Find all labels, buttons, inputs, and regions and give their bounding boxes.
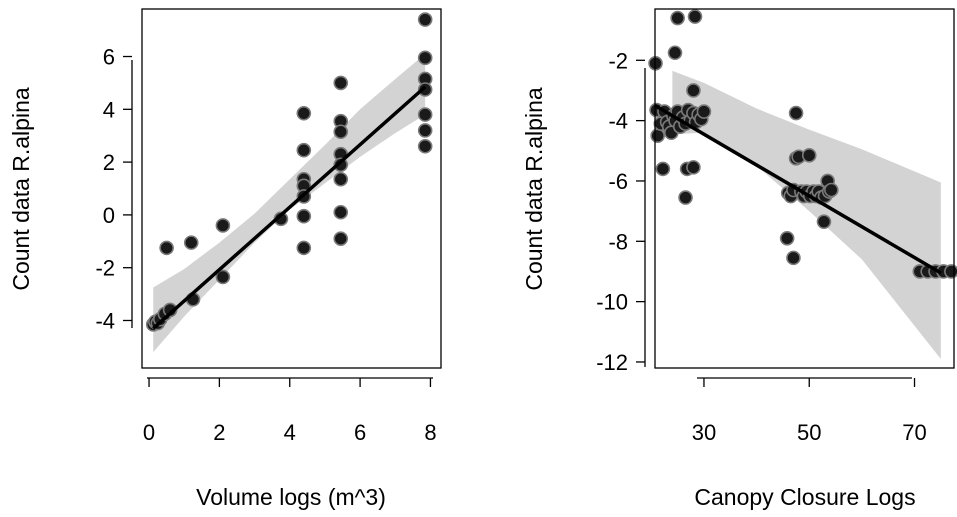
data-point	[296, 142, 312, 158]
x-tick-label: 6	[354, 420, 366, 445]
data-point	[215, 218, 231, 233]
y-tick-label: -12	[596, 350, 628, 375]
y-tick-label: 2	[103, 150, 115, 175]
data-point	[333, 171, 349, 187]
data-point	[333, 204, 349, 220]
x-tick-label: 30	[692, 420, 716, 445]
data-point	[417, 82, 433, 97]
y-tick-label: -4	[95, 308, 115, 333]
data-point	[944, 264, 957, 279]
data-point	[686, 83, 701, 98]
data-point	[417, 107, 433, 122]
x-axis: 0 2 4 6 8	[143, 377, 437, 445]
x-tick-label: 70	[902, 420, 926, 445]
data-point	[824, 182, 839, 198]
data-point	[417, 12, 433, 27]
data-point	[417, 138, 433, 154]
chart-canopy: 30 50 70 -12 -10 -8 -6 -4 -2 Canopy Closure Log…	[521, 8, 957, 510]
data-point	[686, 160, 701, 175]
x-tick-label: 4	[284, 420, 296, 445]
data-point	[696, 104, 712, 119]
data-point	[333, 124, 349, 140]
x-axis-label: Canopy Closure Logs	[694, 484, 915, 510]
data-point	[215, 269, 231, 285]
y-tick-label: 4	[103, 97, 115, 122]
data-point	[333, 231, 349, 246]
y-axis: -12 -10 -8 -6 -4 -2	[596, 48, 646, 375]
y-tick-label: 0	[103, 203, 115, 228]
data-point	[667, 45, 683, 61]
regression-line	[654, 104, 942, 275]
y-tick-label: -2	[608, 48, 628, 73]
regression-line	[152, 85, 427, 330]
y-tick-label: -6	[608, 169, 628, 194]
data-point	[296, 240, 312, 256]
x-axis: 30 50 70	[692, 377, 927, 445]
confidence-band	[153, 53, 426, 353]
y-axis-label: Count data R.alpina	[521, 87, 547, 291]
data-point	[159, 240, 174, 256]
data-point	[417, 50, 433, 66]
data-point	[678, 190, 693, 205]
data-point	[333, 75, 349, 91]
data-point	[333, 157, 349, 173]
data-point	[670, 10, 685, 26]
data-point	[687, 9, 703, 24]
data-point	[788, 105, 804, 121]
data-point	[296, 208, 312, 224]
confidence-band	[672, 70, 941, 359]
y-tick-label: -10	[596, 290, 628, 315]
data-point	[786, 250, 801, 266]
chart-volume: 0 2 4 6 8 -4 -2 0 2 4 6 Volume logs (m^3) Count d…	[8, 8, 442, 510]
data-point	[183, 235, 199, 250]
plot-frame	[141, 8, 442, 369]
y-tick-label: -4	[608, 109, 628, 134]
y-tick-label: -2	[95, 256, 115, 281]
data-point	[779, 230, 795, 246]
data-point	[801, 148, 817, 163]
plot-frame	[654, 8, 955, 369]
y-tick-label: 6	[103, 45, 115, 70]
y-axis: -4 -2 0 2 4 6	[95, 45, 133, 333]
data-point	[655, 161, 671, 177]
data-point	[816, 214, 832, 229]
y-tick-label: -8	[608, 229, 628, 254]
data-point	[296, 105, 312, 121]
x-tick-label: 2	[213, 420, 225, 445]
data-point	[417, 123, 433, 138]
y-axis-label: Count data R.alpina	[8, 87, 34, 291]
data-point	[650, 128, 665, 144]
x-axis-label: Volume logs (m^3)	[196, 484, 386, 510]
x-tick-label: 50	[797, 420, 821, 445]
x-tick-label: 8	[424, 420, 436, 445]
x-tick-label: 0	[143, 420, 155, 445]
